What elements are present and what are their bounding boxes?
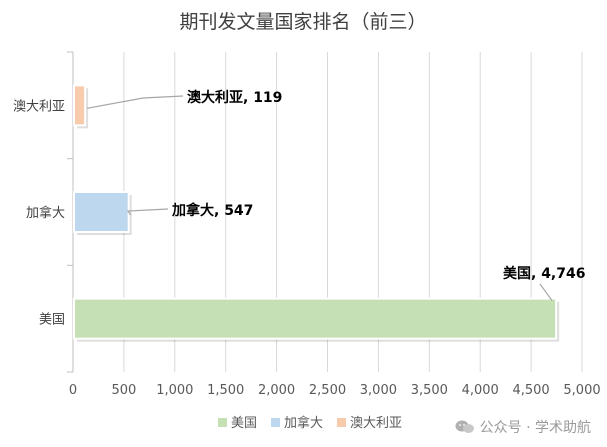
legend-swatch: [218, 418, 227, 427]
data-label-leaders: [87, 95, 553, 302]
data-label: 澳大利亚, 119: [187, 89, 282, 106]
y-axis-categories: 美国 加拿大 澳大利亚: [13, 98, 65, 327]
y-category-label: 美国: [39, 313, 65, 328]
legend-swatch: [271, 418, 280, 427]
watermark: 公众号 · 学术助航: [455, 417, 591, 437]
x-tick-label: 4,000: [462, 383, 499, 398]
x-tick-label: 2,000: [258, 383, 295, 398]
data-label: 美国, 4,746: [503, 265, 585, 282]
data-label: 加拿大, 547: [171, 202, 253, 219]
bars: [73, 84, 560, 342]
x-axis-ticks: 0 500 1,000 1,500 2,000 2,500 3,000 3,500 4,000 4…: [69, 383, 601, 398]
y-category-label: 加拿大: [26, 205, 65, 221]
bar: [73, 191, 130, 233]
wechat-icon: [455, 420, 474, 433]
leader-line: [87, 95, 184, 109]
legend: 美国 加拿大 澳大利亚: [218, 415, 402, 431]
x-tick-label: 5,000: [563, 383, 600, 398]
x-tick-label: 3,000: [360, 383, 397, 398]
bar: [73, 84, 87, 127]
x-tick-label: 4,500: [512, 383, 549, 398]
watermark-text: 公众号 · 学术助航: [479, 420, 591, 436]
data-labels: 美国, 4,746 加拿大, 547 澳大利亚, 119: [171, 89, 585, 282]
x-tick-label: 3,500: [411, 383, 448, 398]
x-tick-label: 500: [111, 383, 136, 398]
x-tick-label: 2,500: [309, 383, 346, 398]
legend-swatch: [337, 418, 346, 427]
x-tick-label: 1,500: [207, 383, 244, 398]
x-tick-label: 0: [69, 383, 77, 398]
legend-label: 美国: [231, 416, 257, 431]
legend-label: 澳大利亚: [350, 415, 402, 431]
leader-line: [539, 283, 553, 302]
leader-line: [126, 208, 169, 216]
chart-title: 期刊发文量国家排名（前三）: [179, 11, 426, 33]
legend-label: 加拿大: [284, 415, 323, 431]
y-category-label: 澳大利亚: [13, 98, 65, 114]
bar: [73, 297, 558, 340]
x-tick-label: 1,000: [156, 383, 193, 398]
